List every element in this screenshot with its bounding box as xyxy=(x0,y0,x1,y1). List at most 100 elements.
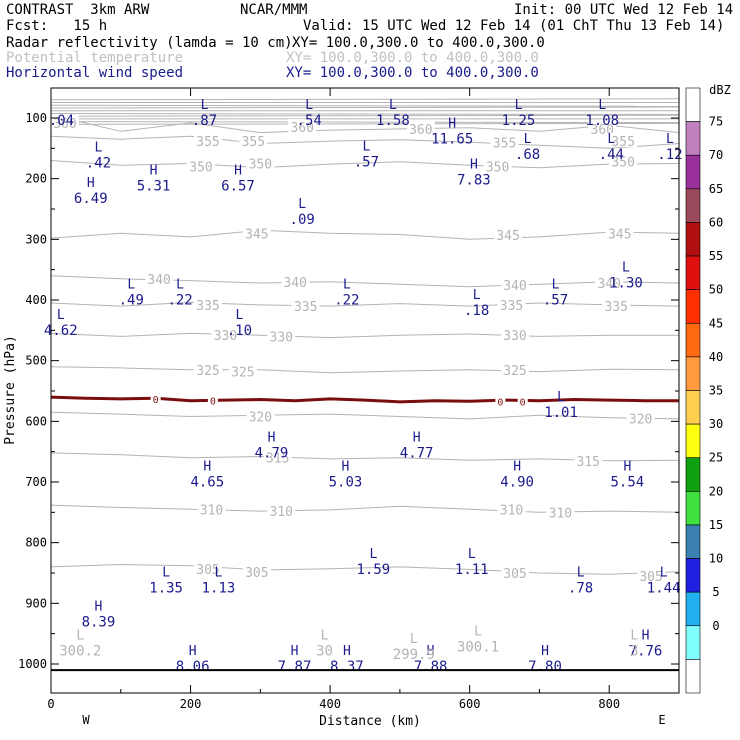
wind-extremum-value: 4.90 xyxy=(500,475,534,491)
wind-extremum-letter: L xyxy=(598,98,606,113)
theta-label: 355 xyxy=(493,136,516,151)
theta-label-bg xyxy=(242,563,271,578)
wind-extremum-letter: H xyxy=(234,164,242,179)
colorbar-box xyxy=(685,154,701,190)
wind-extremum-letter: L xyxy=(473,288,481,303)
wind-extremum-value: 6.49 xyxy=(74,191,108,207)
zero-reflectivity-line: 0 0 0 0 xyxy=(50,393,679,408)
theta-label: 310 xyxy=(549,506,572,521)
wind-extremum-letter: H xyxy=(448,116,456,131)
theta-label: 355 xyxy=(196,135,219,150)
field-wind-xy: XY= 100.0,300.0 to 400.0,300.0 xyxy=(286,65,539,81)
y-tick-label: 800 xyxy=(25,536,47,550)
theta-label-bg xyxy=(194,560,222,575)
wind-extremum-value: .10 xyxy=(227,323,252,339)
theta-label: 330 xyxy=(503,329,526,344)
theta-label-bg xyxy=(574,452,603,467)
colorbar-box xyxy=(685,659,701,694)
wind-extremum-letter: L xyxy=(176,278,184,293)
wind-extremum-letter: H xyxy=(87,176,95,191)
wind-extremum-value: .42 xyxy=(86,156,111,172)
colorbar-box xyxy=(685,423,701,459)
theta-contour-360 xyxy=(50,114,680,134)
theta-label-bg xyxy=(637,568,666,583)
wind-extremum-value: .54 xyxy=(297,113,322,129)
y-tick-label: 600 xyxy=(25,414,47,428)
theta-label: 340 xyxy=(283,276,306,291)
wind-extremum-letter: H xyxy=(268,431,276,446)
wind-extremum-value: 8.39 xyxy=(82,614,116,630)
colorbar-label: 75 xyxy=(709,115,723,129)
wind-extremum-value: 4.79 xyxy=(255,446,289,462)
wind-extremum-value: 4.77 xyxy=(400,446,434,462)
theta-label-bg xyxy=(228,363,257,378)
wind-extremum-value: .04 xyxy=(49,113,74,129)
theta-label: 345 xyxy=(608,227,631,242)
colorbar-box xyxy=(685,625,701,660)
colorbar-label: 20 xyxy=(709,484,723,498)
theta-extremum-letter: L xyxy=(76,628,84,643)
theta-label: 320 xyxy=(249,410,272,425)
theta-label: 330 xyxy=(270,330,293,345)
colorbar-label: 0 xyxy=(712,619,719,633)
theta-label-bg xyxy=(605,225,634,240)
x-end-label-east: E xyxy=(658,713,665,727)
wind-extremum-letter: L xyxy=(369,547,377,562)
wind-extremum-value: 8.37 xyxy=(330,659,364,675)
theta-label: 340 xyxy=(597,277,620,292)
wind-extremum-value: .68 xyxy=(515,147,540,163)
theta-label-bg xyxy=(281,273,310,288)
theta-label: 355 xyxy=(242,135,265,150)
wind-extremum-value: .22 xyxy=(334,293,359,309)
theta-contour-upper xyxy=(50,104,680,107)
theta-contour-upper xyxy=(50,121,680,124)
colorbar-label: 60 xyxy=(709,215,723,229)
theta-label: 360 xyxy=(591,123,614,138)
theta-label: 310 xyxy=(500,503,523,518)
theta-contour-upper xyxy=(50,106,680,109)
colorbar-label: 15 xyxy=(709,518,723,532)
theta-contour-310 xyxy=(50,504,680,513)
theta-label-bg xyxy=(497,501,526,516)
theta-contour-305 xyxy=(50,563,680,575)
theta-label-bg xyxy=(239,133,268,148)
theta-label-bg xyxy=(194,361,222,376)
colorbar-label: 55 xyxy=(709,249,723,263)
theta-label-bg xyxy=(546,504,575,519)
wind-extremum-value: 1.44 xyxy=(647,580,681,596)
zero-line xyxy=(50,395,679,404)
wind-extremum-letter: L xyxy=(666,132,674,147)
wind-extremum-letter: H xyxy=(291,644,299,659)
theta-label: 345 xyxy=(245,227,268,242)
theta-label-bg xyxy=(194,133,222,148)
wind-extremum-letter: L xyxy=(298,197,306,212)
theta-contour-330 xyxy=(50,332,679,339)
wind-extremum-value: 1.35 xyxy=(149,580,183,596)
wind-extremum-value: 7.76 xyxy=(629,643,663,659)
theta-label: 350 xyxy=(189,161,212,176)
wind-extremum-value: 5.03 xyxy=(329,475,363,491)
theta-label-bg xyxy=(406,120,435,135)
colorbar-label: 40 xyxy=(709,350,723,364)
wind-extremum-value: .57 xyxy=(354,154,379,170)
theta-label: 355 xyxy=(611,135,634,150)
colorbar-box xyxy=(685,121,701,156)
x-tick-label: 0 xyxy=(47,697,54,711)
theta-label: 305 xyxy=(196,563,219,578)
wind-extremum-letter: H xyxy=(203,460,211,475)
theta-label-bg xyxy=(145,270,174,285)
colorbar-label: 30 xyxy=(709,417,723,431)
wind-extremum-letter: L xyxy=(524,132,532,147)
field-reflectivity-xy: XY= 100.0,300.0 to 400.0,300.0 xyxy=(292,35,545,51)
wind-extremum-value: .87 xyxy=(192,113,217,129)
wind-extremum-letter: L xyxy=(622,261,630,276)
wind-extremum-value: .12 xyxy=(657,147,682,163)
wind-extremum-value: 7.88 xyxy=(414,659,448,675)
theta-label-bg xyxy=(194,296,222,311)
wind-extremum-letter: L xyxy=(552,278,560,293)
wind-extremum-letter: H xyxy=(95,599,103,614)
theta-label-bg xyxy=(501,276,530,291)
theta-contour-335 xyxy=(50,301,680,307)
theta-label: 360 xyxy=(290,121,313,136)
